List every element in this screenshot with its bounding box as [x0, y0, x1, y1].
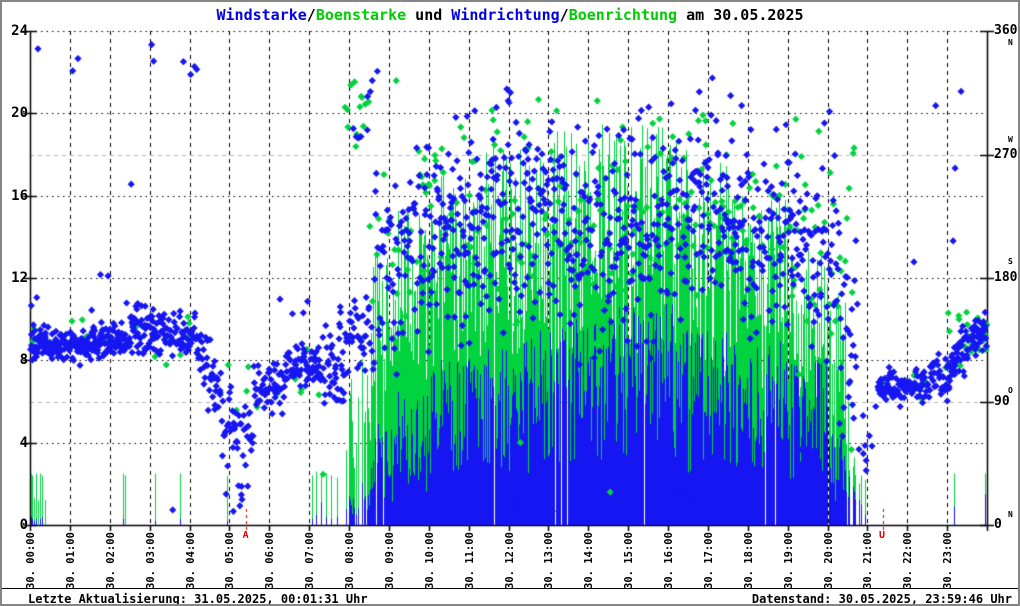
- x-axis-tick-label: 30. 04:00: [184, 532, 197, 589]
- title-part-windrichtung: Windrichtung: [451, 6, 560, 24]
- x-axis-tick-label: 30. 11:00: [463, 532, 476, 589]
- title-part-date: am 30.05.2025: [677, 6, 804, 24]
- x-axis-tick-label: 30. 07:00: [304, 532, 317, 589]
- x-axis-tick-label: 30. 16:00: [663, 532, 675, 589]
- x-axis-tick-label: 30. 15:00: [623, 532, 636, 589]
- x-axis-tick-label: 30. 02:00: [104, 532, 117, 589]
- x-axis-tick-label: 30. 01:00: [64, 532, 77, 589]
- title-part-boenrichtung: Boenrichtung: [568, 6, 678, 24]
- title-part-windstarke: Windstarke: [216, 6, 307, 24]
- x-axis-tick-label: 30. 13:00: [543, 532, 556, 589]
- title-part-slash1: /: [306, 6, 316, 24]
- compass-letter: W: [1008, 134, 1013, 144]
- x-axis-tick-label: 30. 23:00: [942, 532, 955, 589]
- compass-letter: O: [1008, 385, 1013, 395]
- title-part-boenstarke: Boenstarke: [315, 6, 407, 24]
- x-axis-tick-label: 30. 03:00: [144, 532, 157, 589]
- footer-data-state: Datenstand: 30.05.2025, 23:59:46 Uhr: [751, 592, 1012, 606]
- footer-separator: [2, 588, 1018, 589]
- x-axis-tick-label: 30. 05:00: [224, 532, 237, 589]
- x-axis-tick-label: 30. 12:00: [503, 532, 516, 589]
- left-axis-tick-label: 4: [19, 434, 28, 451]
- chart-title: Windstarke/Boenstarke und Windrichtung/B…: [2, 6, 1018, 24]
- x-axis-tick-label: 30. 06:00: [264, 532, 277, 589]
- title-part-und: und: [406, 6, 452, 24]
- x-axis-tick-label: 30. 18:00: [742, 532, 755, 589]
- left-axis-tick-label: 8: [19, 352, 28, 369]
- footer-last-update: Letzte Aktualisierung: 31.05.2025, 00:01…: [28, 592, 368, 606]
- right-axis-tick-label: 180: [994, 270, 1018, 285]
- x-axis-tick-label: 30. 09:00: [383, 532, 396, 589]
- title-part-slash2: /: [559, 6, 569, 24]
- left-axis-tick-label: 20: [11, 105, 28, 122]
- x-axis-tick-label: 30. 08:00: [344, 532, 356, 589]
- x-axis-tick-label: 30. 10:00: [423, 532, 436, 589]
- x-axis-tick-label: 30. 22:00: [902, 532, 915, 589]
- left-axis-tick-label: 16: [11, 187, 28, 204]
- left-axis-tick-label: 12: [11, 270, 28, 286]
- x-axis-tick-label: 30. 00:00: [25, 532, 37, 589]
- x-axis-tick-label: 30. 14:00: [583, 532, 596, 589]
- right-axis-tick-label: 90: [994, 393, 1010, 409]
- compass-letter: N: [1008, 38, 1013, 47]
- x-axis-tick-label: 30. 20:00: [822, 532, 835, 589]
- compass-letter: N: [1008, 510, 1013, 519]
- right-axis-tick-label: 270: [994, 146, 1018, 162]
- sun-marker-label: U: [879, 530, 886, 541]
- sun-marker-label: A: [242, 530, 249, 541]
- x-axis-tick-label: 30. 17:00: [702, 532, 715, 589]
- left-axis-tick-label: 24: [11, 23, 28, 39]
- right-axis-tick-label: 0: [994, 517, 1002, 532]
- compass-letter: S: [1008, 257, 1013, 266]
- right-axis-tick-label: 360: [994, 23, 1018, 38]
- x-axis-tick-label: 30. 19:00: [782, 532, 795, 589]
- left-axis-tick-label: 0: [19, 517, 28, 533]
- x-axis-tick-label: 30. 21:00: [862, 532, 875, 589]
